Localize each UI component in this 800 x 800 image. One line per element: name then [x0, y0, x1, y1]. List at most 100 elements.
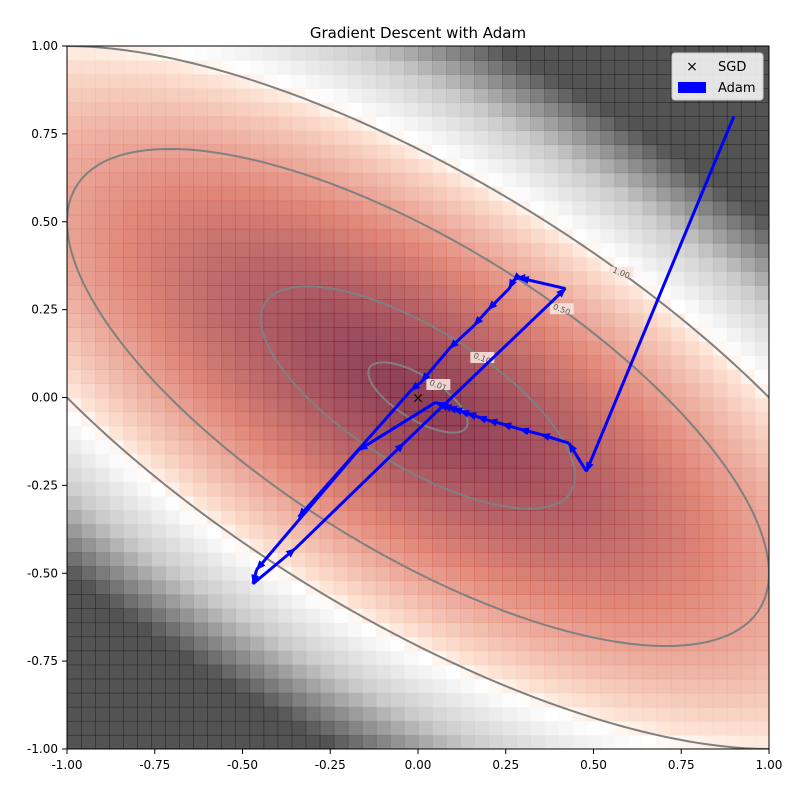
heatmap-cell [726, 411, 742, 427]
heatmap-cell [67, 467, 82, 483]
heatmap-cell [109, 172, 124, 188]
heatmap-cell [600, 692, 616, 708]
heatmap-cell [123, 369, 138, 385]
heatmap-cell [740, 172, 756, 188]
heatmap-cell [544, 285, 559, 300]
heatmap-cell [235, 383, 251, 399]
heatmap-cell [544, 369, 559, 385]
heatmap-cell [418, 594, 433, 609]
heatmap-cell [418, 650, 433, 666]
heatmap-cell [151, 383, 166, 399]
heatmap-cell [403, 734, 419, 749]
heatmap-cell [572, 734, 588, 749]
heatmap-cell [488, 636, 503, 652]
heatmap-cell [389, 453, 405, 469]
heatmap-cell [375, 88, 391, 103]
heatmap-cell [544, 74, 559, 89]
heatmap-cell [460, 46, 475, 61]
heatmap-cell [418, 552, 433, 567]
heatmap-cell [502, 664, 517, 680]
heatmap-cell [389, 495, 405, 511]
heatmap-cell [179, 88, 194, 103]
heatmap-cell [333, 650, 349, 666]
heatmap-cell [586, 242, 602, 258]
heatmap-cell [249, 706, 265, 722]
heatmap-cell [319, 608, 335, 624]
heatmap-cell [389, 538, 405, 553]
heatmap-cell [418, 566, 433, 581]
heatmap-cell [67, 383, 82, 399]
heatmap-cell [193, 355, 208, 370]
heatmap-cell [277, 706, 293, 722]
heatmap-cell [277, 327, 293, 342]
heatmap-cell [740, 538, 756, 553]
heatmap-cell [81, 369, 96, 385]
heatmap-cell [109, 242, 124, 258]
y-tick-label: -0.75 [27, 654, 58, 668]
heatmap-cell [418, 397, 433, 413]
heatmap-cell [754, 622, 769, 638]
heatmap-cell [586, 608, 602, 624]
heatmap-cell [558, 172, 574, 188]
heatmap-cell [347, 580, 363, 595]
heatmap-cell [291, 439, 307, 455]
heatmap-cell [600, 172, 616, 188]
heatmap-cell [446, 664, 461, 680]
heatmap-cell [123, 242, 138, 258]
adam-step [487, 418, 503, 427]
heatmap-cell [516, 285, 531, 300]
heatmap-cell [558, 495, 574, 511]
heatmap-cell [460, 467, 475, 483]
heatmap-cell [544, 313, 559, 328]
heatmap-cell [488, 130, 503, 146]
heatmap-cell [221, 552, 237, 567]
heatmap-cell [95, 552, 110, 567]
heatmap-cell [572, 172, 588, 188]
heatmap-cell [249, 270, 265, 286]
heatmap-cell [544, 88, 559, 103]
heatmap-cell [67, 664, 82, 680]
heatmap-cell [656, 172, 672, 188]
heatmap-cell [137, 214, 152, 230]
heatmap-cell [698, 439, 714, 455]
heatmap-cell [488, 734, 503, 749]
heatmap-cell [474, 650, 489, 666]
heatmap-cell [614, 397, 630, 413]
heatmap-cell [502, 481, 517, 497]
heatmap-cell [446, 144, 461, 160]
heatmap-cell [277, 46, 293, 61]
heatmap-cell [600, 524, 616, 539]
heatmap-cell [235, 228, 251, 244]
heatmap-cell [614, 580, 630, 595]
heatmap-cell [726, 720, 742, 736]
heatmap-cell [263, 46, 279, 61]
heatmap-cell [600, 622, 616, 638]
heatmap-cell [193, 327, 208, 342]
heatmap-cell [740, 608, 756, 624]
heatmap-cell [277, 116, 293, 131]
heatmap-cell [754, 299, 769, 314]
heatmap-cell [193, 664, 208, 680]
heatmap-cell [656, 636, 672, 652]
heatmap-cell [165, 706, 180, 722]
heatmap-cell [670, 650, 686, 666]
heatmap-cell [95, 158, 110, 174]
heatmap-cell [123, 214, 138, 230]
heatmap-cell [670, 285, 686, 300]
heatmap-cell [81, 524, 96, 539]
heatmap-cell [698, 369, 714, 385]
heatmap-cell [235, 102, 251, 117]
heatmap-cell [698, 425, 714, 441]
heatmap-cell [488, 144, 503, 160]
heatmap-cell [347, 397, 363, 413]
heatmap-cell [502, 411, 517, 427]
heatmap-cell [670, 453, 686, 469]
heatmap-cell [628, 692, 644, 708]
heatmap-cell [544, 580, 559, 595]
heatmap-cell [446, 594, 461, 609]
heatmap-cell [740, 341, 756, 356]
heatmap-cell [474, 425, 489, 441]
heatmap-cell [179, 481, 194, 497]
heatmap-cell [403, 453, 419, 469]
